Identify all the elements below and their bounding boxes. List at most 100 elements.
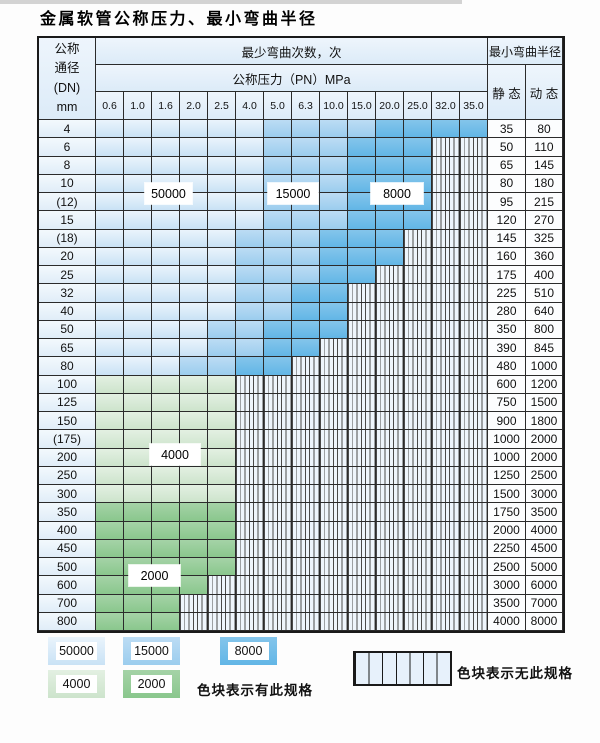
spec-cell — [152, 339, 180, 358]
no-spec-cell — [432, 284, 460, 303]
no-spec-cell — [432, 393, 460, 412]
spec-cell — [124, 539, 152, 558]
dn-header-line-2: 通径 — [54, 61, 80, 76]
spec-cell — [208, 302, 236, 321]
no-spec-cell — [180, 594, 208, 613]
dn-cell: 200 — [39, 448, 96, 467]
static-radius-cell: 1500 — [488, 485, 526, 504]
spec-cell — [180, 339, 208, 358]
no-spec-cell — [208, 576, 236, 595]
dynamic-radius-cell: 80 — [526, 120, 563, 139]
dynamic-radius-cell: 325 — [526, 229, 563, 248]
pressure-col-header: 32.0 — [432, 92, 460, 120]
spec-cell — [96, 266, 124, 285]
spec-cell — [96, 357, 124, 376]
spec-cell — [152, 466, 180, 485]
no-spec-cell — [404, 503, 432, 522]
no-spec-cell — [320, 594, 348, 613]
spec-cell — [348, 120, 376, 139]
no-spec-cell — [460, 521, 488, 540]
zone-label: 15000 — [268, 183, 318, 204]
no-spec-cell — [432, 247, 460, 266]
no-spec-cell — [348, 375, 376, 394]
spec-cell — [208, 448, 236, 467]
spec-cell — [236, 156, 264, 175]
no-spec-cell — [432, 466, 460, 485]
pressure-col-header: 25.0 — [404, 92, 432, 120]
no-spec-cell — [404, 594, 432, 613]
static-header: 静 态 — [488, 65, 526, 120]
no-spec-cell — [292, 466, 320, 485]
no-spec-cell — [432, 521, 460, 540]
spec-cell — [320, 156, 348, 175]
spec-cell — [124, 211, 152, 230]
spec-cell — [320, 193, 348, 212]
zone-label: 4000 — [150, 444, 200, 465]
no-spec-cell — [292, 357, 320, 376]
no-spec-label: 色块表示无此规格 — [457, 666, 573, 681]
no-spec-cell — [376, 466, 404, 485]
no-spec-cell — [432, 193, 460, 212]
spec-cell — [152, 156, 180, 175]
no-spec-cell — [404, 576, 432, 595]
no-spec-cell — [292, 393, 320, 412]
spec-cell — [348, 138, 376, 157]
no-spec-cell — [432, 612, 460, 631]
no-spec-cell — [376, 539, 404, 558]
spec-cell — [96, 247, 124, 266]
legend-swatch-4000: 4000 — [48, 670, 105, 698]
no-spec-cell — [376, 430, 404, 449]
static-radius-cell: 900 — [488, 412, 526, 431]
no-spec-cell — [460, 247, 488, 266]
dynamic-radius-cell: 640 — [526, 302, 563, 321]
no-spec-cell — [292, 503, 320, 522]
no-spec-cell — [348, 503, 376, 522]
pressure-col-header: 1.6 — [152, 92, 180, 120]
static-radius-cell: 65 — [488, 156, 526, 175]
no-spec-cell — [320, 466, 348, 485]
no-spec-cell — [376, 375, 404, 394]
no-spec-cell — [264, 412, 292, 431]
dn-cell: 700 — [39, 594, 96, 613]
spec-cell — [180, 229, 208, 248]
spec-cell — [152, 266, 180, 285]
dynamic-radius-cell: 1500 — [526, 393, 563, 412]
pressure-col-header: 1.0 — [124, 92, 152, 120]
no-spec-cell — [376, 558, 404, 577]
spec-cell — [264, 357, 292, 376]
spec-cell — [236, 174, 264, 193]
no-spec-cell — [348, 448, 376, 467]
spec-cell — [180, 120, 208, 139]
dynamic-radius-cell: 5000 — [526, 558, 563, 577]
dn-cell: 40 — [39, 302, 96, 321]
dn-cell: 10 — [39, 174, 96, 193]
no-spec-cell — [460, 375, 488, 394]
spec-cell — [180, 375, 208, 394]
no-spec-cell — [236, 594, 264, 613]
no-spec-cell — [236, 576, 264, 595]
dynamic-radius-cell: 360 — [526, 247, 563, 266]
no-spec-cell — [292, 558, 320, 577]
no-spec-cell — [376, 339, 404, 358]
no-spec-cell — [264, 393, 292, 412]
spec-cell — [152, 211, 180, 230]
spec-cell — [124, 521, 152, 540]
spec-cell — [96, 612, 124, 631]
static-radius-cell: 480 — [488, 357, 526, 376]
no-spec-cell — [348, 412, 376, 431]
spec-cell — [208, 320, 236, 339]
no-spec-cell — [264, 430, 292, 449]
spec-cell — [96, 229, 124, 248]
no-spec-cell — [264, 612, 292, 631]
no-spec-cell — [460, 266, 488, 285]
spec-cell — [96, 594, 124, 613]
spec-cell — [180, 485, 208, 504]
dn-cell: (12) — [39, 193, 96, 212]
no-spec-cell — [376, 266, 404, 285]
dn-cell: 600 — [39, 576, 96, 595]
no-spec-cell — [320, 393, 348, 412]
spec-cell — [236, 302, 264, 321]
static-radius-cell: 95 — [488, 193, 526, 212]
spec-cell — [320, 174, 348, 193]
spec-cell — [292, 247, 320, 266]
